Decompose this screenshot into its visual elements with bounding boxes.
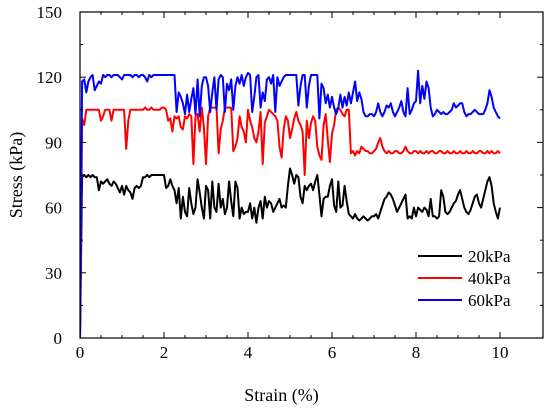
legend-label-40kpa: 40kPa [468,269,511,288]
plot-frame [79,11,544,339]
y-axis-title: Stress (kPa) [6,132,27,219]
series-line-20kpa [80,167,501,338]
y-tick-label: 120 [37,68,63,87]
x-axis-title: Strain (%) [244,385,318,406]
x-tick-label: 10 [492,343,509,362]
legend: 20kPa 40kPa 60kPa [418,247,511,310]
series-line-60kpa [80,69,501,338]
legend-label-60kpa: 60kPa [468,291,511,310]
x-tick-label: 0 [76,343,85,362]
y-tick-label: 0 [54,329,63,348]
y-tick-label: 150 [37,3,63,22]
x-tick-label: 2 [160,343,169,362]
x-tick-label: 8 [412,343,421,362]
series-line-40kpa [80,106,501,338]
y-tick-label: 30 [45,264,62,283]
y-tick-label: 90 [45,133,62,152]
y-tick-label: 60 [45,199,62,218]
legend-label-20kpa: 20kPa [468,247,511,266]
x-tick-label: 4 [244,343,253,362]
x-tick-label: 6 [328,343,337,362]
series-layer [80,69,501,338]
ticks-layer: 0 2 4 6 8 10 0 30 60 90 120 150 [37,3,543,362]
